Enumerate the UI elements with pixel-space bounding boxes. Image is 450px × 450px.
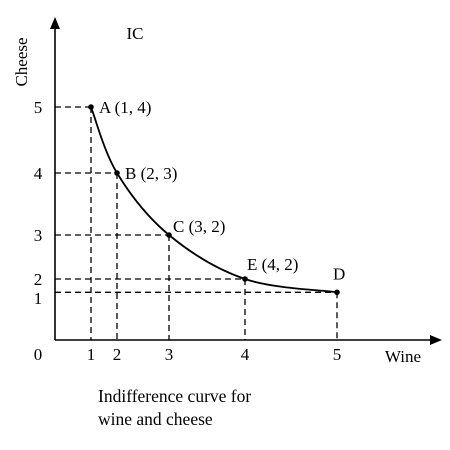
caption-line-1: Indifference curve for bbox=[98, 386, 252, 406]
y-axis-arrow bbox=[50, 17, 60, 29]
y-tick-label: 2 bbox=[34, 270, 43, 289]
point-a bbox=[88, 104, 94, 110]
indifference-curve bbox=[90, 106, 338, 294]
x-tick-label: 5 bbox=[333, 345, 342, 364]
point-e bbox=[242, 276, 248, 282]
x-axis-arrow bbox=[430, 335, 442, 345]
x-tick-label: 1 bbox=[87, 345, 96, 364]
point-d bbox=[334, 289, 340, 296]
axes bbox=[50, 17, 442, 345]
y-tick-label: 5 bbox=[34, 98, 43, 117]
point-label-d: D bbox=[333, 264, 345, 283]
data-points: A (1, 4) B (2, 3) C (3, 2) E (4, 2) D bbox=[88, 98, 345, 296]
y-tick-labels: 12 3 4 5 bbox=[34, 98, 43, 308]
point-label-a: A (1, 4) bbox=[99, 98, 151, 117]
x-tick-label: 4 bbox=[241, 345, 250, 364]
point-label-c: C (3, 2) bbox=[173, 217, 225, 236]
x-tick-label: 2 bbox=[113, 345, 122, 364]
point-b bbox=[114, 170, 120, 176]
y-tick-label: 3 bbox=[34, 226, 43, 245]
dashed-guides bbox=[55, 106, 338, 340]
point-c bbox=[166, 232, 172, 238]
origin-label: 0 bbox=[34, 345, 43, 364]
y-tick-label: 1 bbox=[34, 289, 43, 308]
point-label-e: E (4, 2) bbox=[247, 255, 298, 274]
point-label-b: B (2, 3) bbox=[125, 164, 177, 183]
curve-label: IC bbox=[127, 24, 144, 43]
x-tick-label: 3 bbox=[165, 345, 174, 364]
y-tick-label: 4 bbox=[34, 164, 43, 183]
y-axis-label: Cheese bbox=[12, 37, 31, 86]
figure-caption: Indifference curve for wine and cheese bbox=[98, 385, 251, 431]
x-axis-label: Wine bbox=[385, 347, 421, 366]
caption-line-2: wine and cheese bbox=[98, 409, 213, 429]
